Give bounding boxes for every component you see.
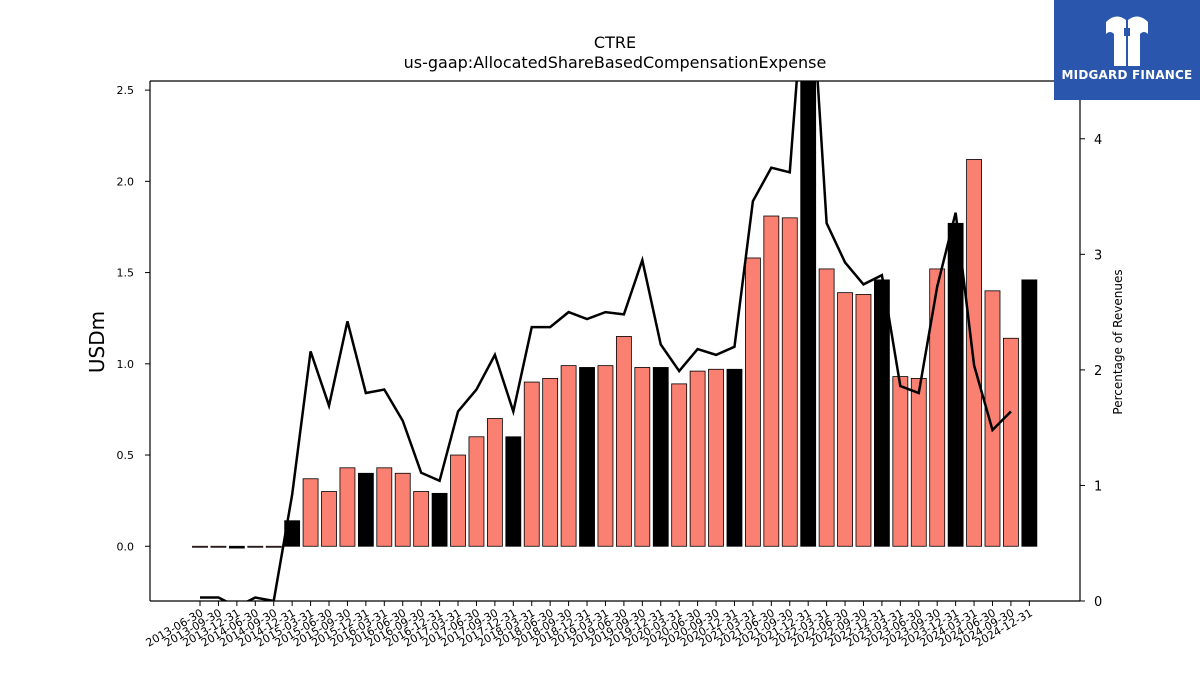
y-tick-label: 2.0 — [117, 175, 135, 188]
midgard-logo-icon — [1106, 16, 1148, 67]
bar-2021-06-30 — [763, 215, 780, 547]
bar-2022-12-31 — [874, 279, 890, 547]
bar-2021-09-30 — [781, 217, 798, 547]
y-tick-label: 0.5 — [117, 449, 135, 462]
bar-2017-03-31 — [450, 454, 466, 547]
bar-2013-12-31 — [228, 545, 245, 549]
bar-2020-03-31 — [671, 383, 688, 547]
bar-2020-09-30 — [708, 368, 724, 547]
brand-logo-text: MIDGARD FINANCE — [1061, 68, 1193, 82]
bar-2016-03-31 — [376, 467, 393, 547]
bar-2023-06-30 — [910, 377, 927, 547]
bar-2023-12-31 — [947, 222, 964, 547]
bar-2019-06-30 — [615, 336, 632, 547]
bar-2017-06-30 — [468, 436, 485, 547]
y-tick-label: 1.5 — [117, 267, 135, 280]
bar-2018-06-30 — [542, 377, 559, 547]
bar-2024-12-31 — [1021, 279, 1038, 547]
bar-2017-12-31 — [505, 436, 522, 547]
bar-2014-06-30 — [247, 545, 264, 548]
chart-title: CTRE — [594, 33, 636, 52]
y-tick-label: 2.5 — [117, 84, 135, 97]
bar-2016-09-30 — [413, 491, 430, 547]
y2-tick-label: 0 — [1094, 595, 1102, 610]
bar-2022-03-31 — [818, 268, 835, 547]
bar-2016-06-30 — [394, 472, 411, 547]
bar-2016-12-31 — [431, 492, 448, 547]
bar-2021-03-31 — [745, 257, 761, 547]
bar-2022-09-30 — [855, 294, 872, 547]
bar-2019-09-30 — [634, 367, 651, 547]
bar-2019-03-31 — [597, 365, 614, 547]
bar-2018-12-31 — [579, 367, 595, 547]
bar-2017-09-30 — [486, 418, 503, 547]
bar-2024-09-30 — [1003, 337, 1019, 547]
bar-2019-12-31 — [652, 367, 669, 547]
y2-tick-label: 3 — [1094, 248, 1102, 263]
bar-2013-06-30 — [192, 545, 208, 548]
bar-2021-12-31 — [800, 81, 817, 547]
bar-2014-09-30 — [265, 545, 282, 548]
bar-2015-03-31 — [302, 478, 319, 547]
bar-2024-03-31 — [966, 159, 982, 547]
bar-2015-06-30 — [321, 491, 337, 547]
y2-tick-label: 1 — [1094, 479, 1102, 494]
bar-2023-09-30 — [929, 268, 946, 547]
y-tick-label: 0.0 — [117, 540, 135, 553]
bar-2013-09-30 — [210, 545, 227, 548]
bar-2015-12-31 — [357, 472, 374, 547]
y2-tick-label: 4 — [1094, 133, 1102, 148]
plot-area: 0.00.51.01.52.02.5012342013-06-302013-09… — [117, 80, 1102, 650]
bar-2022-06-30 — [837, 292, 853, 547]
brand-logo: MIDGARD FINANCE — [1054, 0, 1200, 100]
bar-2018-03-31 — [523, 381, 540, 547]
y-tick-label: 1.0 — [117, 358, 135, 371]
y2-axis-label: Percentage of Revenues — [1111, 269, 1125, 414]
bar-2020-12-31 — [726, 368, 743, 547]
bar-2024-06-30 — [984, 290, 1001, 547]
y-axis-label: USDm — [85, 311, 109, 373]
bar-2018-09-30 — [560, 365, 577, 547]
y2-tick-label: 2 — [1094, 364, 1102, 379]
bar-2023-03-31 — [892, 376, 909, 547]
bar-2015-09-30 — [339, 467, 356, 547]
bar-2020-06-30 — [689, 370, 706, 547]
percentage-line — [200, 81, 1012, 601]
bar-series — [192, 81, 1038, 549]
chart-subtitle: us-gaap:AllocatedShareBasedCompensationE… — [404, 53, 827, 72]
